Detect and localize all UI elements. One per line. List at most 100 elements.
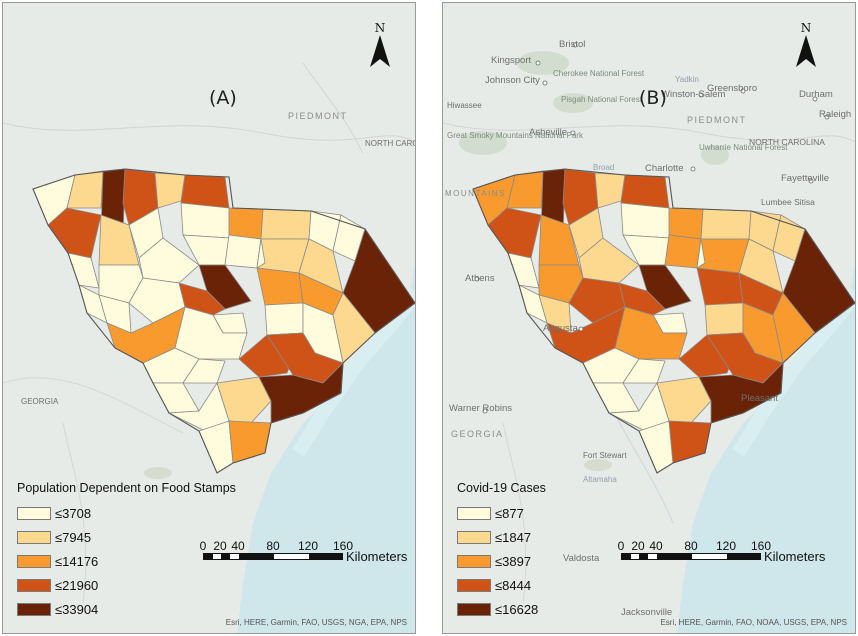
place-label: PIEDMONT xyxy=(687,115,747,125)
legend-label: ≤3708 xyxy=(55,505,92,521)
legend-item: ≤14176 xyxy=(17,549,236,573)
legend-swatch xyxy=(457,578,491,592)
place-label: Winston-Salem xyxy=(661,89,726,100)
scale-tick: 0 xyxy=(199,539,207,553)
scale-tick: 40 xyxy=(649,539,663,553)
county-sumter-a xyxy=(256,267,304,306)
scale-bar-segments xyxy=(203,553,343,560)
place-label: Asheville xyxy=(529,127,568,138)
legend-swatch xyxy=(17,554,51,568)
north-label: N xyxy=(800,21,812,35)
legend-item: ≤33904 xyxy=(17,597,236,621)
county-lee-b xyxy=(696,238,706,269)
county-saluda-b xyxy=(568,277,626,324)
north-arrow-icon: N xyxy=(791,21,821,77)
place-label: Raleigh xyxy=(819,109,852,120)
scale-tick: 120 xyxy=(297,539,319,553)
place-label: Broad xyxy=(593,163,615,172)
place-label: NORTH CAROLINA xyxy=(749,137,825,147)
legend-label: ≤8444 xyxy=(495,577,532,593)
county-lancaster-b xyxy=(664,207,704,240)
north-label: N xyxy=(374,21,386,35)
legend-swatch xyxy=(457,506,491,520)
map-attribution: Esri, HERE, Garmin, FAO, NOAA, USGS, EPA… xyxy=(660,618,847,627)
map-attribution: Esri, HERE, Garmin, FAO, USGS, NGA, EPA,… xyxy=(225,618,407,627)
scale-tick: 120 xyxy=(715,539,737,553)
scale-bar-segments xyxy=(621,553,761,560)
legend-item: ≤3708 xyxy=(17,501,236,525)
legend-swatch xyxy=(17,530,51,544)
county-clarendon-b xyxy=(704,302,744,336)
county-york-b xyxy=(620,174,670,209)
place-label: PIEDMONT xyxy=(288,111,348,121)
scale-bar-b: 0 20 40 80 120 160 Kilometers xyxy=(617,539,826,564)
legend-item: ≤877 xyxy=(457,501,546,525)
legend-label: ≤7945 xyxy=(55,529,92,545)
counties-b xyxy=(472,168,855,474)
legend-item: ≤1847 xyxy=(457,525,546,549)
place-label: Kingsport xyxy=(491,55,532,66)
legend-label: ≤3897 xyxy=(495,553,532,569)
place-label: Yadkin xyxy=(675,75,699,84)
legend-label: ≤21960 xyxy=(55,577,99,593)
map-panel-b: Bristol Kingsport Johnson City Cherokee … xyxy=(442,2,856,634)
place-label: Durham xyxy=(799,89,833,100)
place-label: NORTH CAROLINA xyxy=(365,139,415,148)
county-richland-a xyxy=(198,264,252,310)
place-label: Fayetteville xyxy=(781,173,830,184)
scale-tick: 160 xyxy=(332,539,354,553)
county-chester-b xyxy=(620,202,670,239)
place-label: Charlotte xyxy=(645,163,684,174)
place-label: Altamaha xyxy=(583,475,617,484)
north-arrow-icon: N xyxy=(365,21,395,77)
scale-tick: 160 xyxy=(750,539,772,553)
legend-item: ≤7945 xyxy=(17,525,236,549)
legend-swatch xyxy=(17,602,51,616)
panel-label-b: (B) xyxy=(639,87,667,109)
legend-title: Covid-19 Cases xyxy=(457,481,546,495)
scale-tick: 20 xyxy=(213,539,227,553)
panel-label-a: (A) xyxy=(209,87,237,109)
legend-swatch xyxy=(457,530,491,544)
scale-tick: 20 xyxy=(631,539,645,553)
place-label: Warner Robins xyxy=(449,403,513,414)
place-label: GEORGIA xyxy=(21,397,59,406)
north-arrow-shape-icon xyxy=(796,35,816,67)
place-label: Pisgah National Forest xyxy=(561,95,642,104)
legend-label: ≤1847 xyxy=(495,529,532,545)
county-kershaw-b xyxy=(664,234,702,269)
legend-item: ≤16628 xyxy=(457,597,546,621)
legend-b: Covid-19 Cases ≤877 ≤1847 ≤3897 ≤8444 ≤1… xyxy=(453,479,550,623)
north-arrow-shape-icon xyxy=(370,35,390,67)
scale-tick: 40 xyxy=(231,539,245,553)
scale-tick: 0 xyxy=(617,539,625,553)
legend-swatch xyxy=(457,602,491,616)
legend-item: ≤21960 xyxy=(17,573,236,597)
county-chesterfield-a xyxy=(260,208,312,240)
place-label: Hiwassee xyxy=(447,101,482,110)
basemap-b xyxy=(443,3,855,633)
map-panel-a: PIEDMONT NORTH CAROLINA GEORGIA (A) N Po… xyxy=(2,2,416,634)
county-clarendon-a xyxy=(264,302,304,336)
county-lancaster-a xyxy=(224,207,264,240)
place-label: GEORGIA xyxy=(451,429,504,439)
place-label: Augusta xyxy=(543,323,578,334)
legend-item: ≤8444 xyxy=(457,573,546,597)
county-chesterfield-b xyxy=(700,208,752,240)
county-lee-a xyxy=(256,238,266,269)
basemap-a xyxy=(3,3,415,633)
counties-a xyxy=(32,168,415,474)
legend-a: Population Dependent on Food Stamps ≤370… xyxy=(13,479,240,623)
legend-label: ≤877 xyxy=(495,505,524,521)
place-label: Jacksonville xyxy=(621,607,673,618)
place-label: Johnson City xyxy=(485,75,540,86)
place-label: Uwharrie National Forest xyxy=(699,143,788,152)
legend-label: ≤14176 xyxy=(55,553,99,569)
place-label: Lumbee Sitisa xyxy=(761,197,815,207)
legend-item: ≤3897 xyxy=(457,549,546,573)
place-label: Valdosta xyxy=(563,553,600,564)
place-label: Bristol xyxy=(559,39,586,50)
place-label: Great Smoky Mountains National Park xyxy=(447,131,584,140)
legend-label: ≤16628 xyxy=(495,601,539,617)
place-label: Pleasant xyxy=(741,393,778,404)
